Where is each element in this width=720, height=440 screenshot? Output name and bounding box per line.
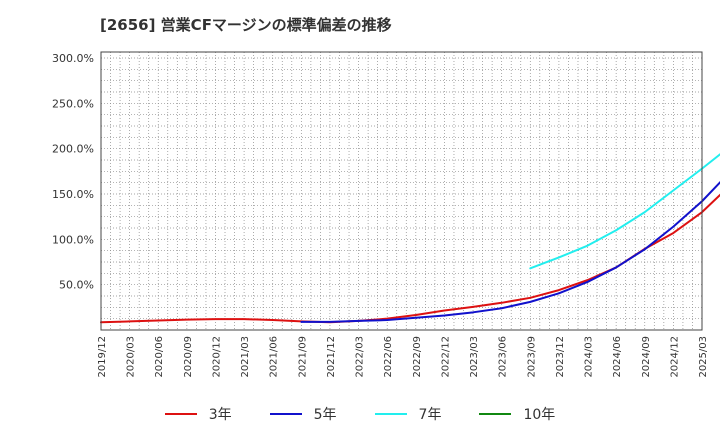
y-tick-label: 50.0% (59, 279, 94, 292)
x-tick-label: 2022/12 (440, 336, 451, 378)
legend-swatch (164, 413, 197, 415)
legend-swatch (269, 413, 302, 415)
x-tick-label: 2023/06 (498, 336, 509, 378)
legend-label: 3年 (208, 407, 232, 423)
plot-frame (100, 51, 703, 331)
x-tick-label: 2020/12 (211, 336, 222, 378)
legend: 3年 5年 7年 10年 (0, 402, 720, 426)
legend-swatch (374, 413, 407, 415)
grid-layer (101, 52, 702, 330)
legend-label: 7年 (418, 407, 442, 423)
series-layer (100, 153, 720, 324)
y-tick-label: 200.0% (52, 143, 94, 156)
x-tick-label: 2021/03 (240, 336, 251, 378)
x-tick-label: 2023/12 (555, 336, 566, 378)
x-tick-label: 2020/09 (183, 336, 194, 378)
legend-label: 10年 (523, 407, 556, 423)
legend-label: 5年 (313, 407, 337, 423)
legend-item-1: 5年 (269, 404, 337, 424)
chart-title: [2656] 営業CFマージンの標準偏差の推移 (100, 16, 392, 34)
x-tick-label: 2021/12 (326, 336, 337, 378)
plot-area (101, 52, 702, 330)
series-line-0 (100, 193, 720, 324)
legend-item-2: 7年 (374, 404, 442, 424)
y-tick-label: 300.0% (52, 52, 94, 65)
x-tick-label: 2022/03 (355, 336, 366, 378)
legend-swatch (479, 413, 512, 415)
axis-layer (100, 51, 703, 331)
x-tick-label: 2024/03 (584, 336, 595, 378)
y-tick-labels: 50.0% 100.0% 150.0% 200.0% 250.0% 300.0% (52, 52, 94, 292)
legend-item-3: 10年 (479, 404, 555, 424)
x-tick-label: 2022/09 (412, 336, 423, 378)
x-tick-label: 2020/03 (126, 336, 137, 378)
x-tick-label: 2024/12 (669, 336, 680, 378)
x-tick-label: 2023/03 (469, 336, 480, 378)
series-line-1 (300, 180, 720, 323)
y-tick-label: 250.0% (52, 97, 94, 110)
x-tick-label: 2021/06 (269, 336, 280, 378)
y-tick-label: 100.0% (52, 233, 94, 246)
x-tick-label: 2022/06 (383, 336, 394, 378)
x-tick-label: 2024/06 (612, 336, 623, 378)
x-tick-label: 2019/12 (97, 336, 108, 378)
x-tick-label: 2024/09 (641, 336, 652, 378)
x-tick-label: 2021/09 (297, 336, 308, 378)
x-tick-label: 2025/03 (698, 336, 709, 378)
legend-item-0: 3年 (164, 404, 232, 424)
x-tick-label: 2023/09 (526, 336, 537, 378)
x-tick-labels: 2019/12 2020/03 2020/06 2020/09 2020/12 2021/… (97, 336, 709, 378)
x-tick-label: 2020/06 (154, 336, 165, 378)
y-tick-label: 150.0% (52, 188, 94, 201)
series-line-2 (529, 153, 720, 270)
